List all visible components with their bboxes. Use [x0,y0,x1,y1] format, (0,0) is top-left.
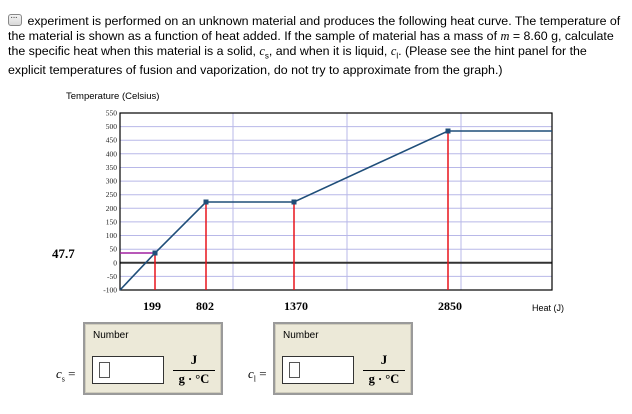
x-value-802: 802 [196,299,214,313]
x-value-2850: 2850 [438,299,462,313]
unit-fraction: J g · °C [173,352,215,387]
svg-text:0: 0 [113,258,117,267]
svg-text:-50: -50 [107,272,117,281]
svg-text:-100: -100 [103,286,117,295]
svg-text:100: 100 [106,231,118,240]
x-value-1370: 1370 [284,299,308,313]
cl-label: cl = [248,366,267,384]
input-cursor [289,362,300,378]
cs-input[interactable] [92,356,164,384]
svg-text:300: 300 [106,177,118,186]
plot-frame [119,112,553,291]
svg-text:550: 550 [106,109,118,118]
svg-text:400: 400 [106,149,118,158]
curve-points [152,128,451,256]
svg-text:150: 150 [106,217,118,226]
cl-input[interactable] [282,356,354,384]
y-tick-labels: 550 500 450 400 350 300 250 200 150 100 … [103,109,117,295]
svg-text:250: 250 [106,190,118,199]
red-markers [154,131,449,290]
number-label: Number [93,330,129,341]
y-axis-title: Temperature (Celsius) [66,91,160,102]
svg-text:200: 200 [106,204,118,213]
cl-answer-box: Number J g · °C [273,322,413,395]
horizontal-gridlines [120,126,552,277]
question-text: experiment is performed on an unknown ma… [8,10,628,78]
input-cursor [99,362,110,378]
speech-bubble-icon[interactable] [8,10,22,26]
svg-text:500: 500 [106,122,118,131]
x-value-199: 199 [143,299,161,313]
x-axis-title: Heat (J) [532,303,565,313]
svg-text:450: 450 [106,136,118,145]
heat-curve-line [119,130,552,291]
cs-label: cs = [56,366,76,384]
unit-fraction: J g · °C [363,352,405,387]
svg-text:350: 350 [106,163,118,172]
y-marked-value: 47.7 [52,246,75,261]
cs-answer-box: Number J g · °C [83,322,223,395]
number-label: Number [283,330,319,341]
svg-text:50: 50 [110,245,118,254]
